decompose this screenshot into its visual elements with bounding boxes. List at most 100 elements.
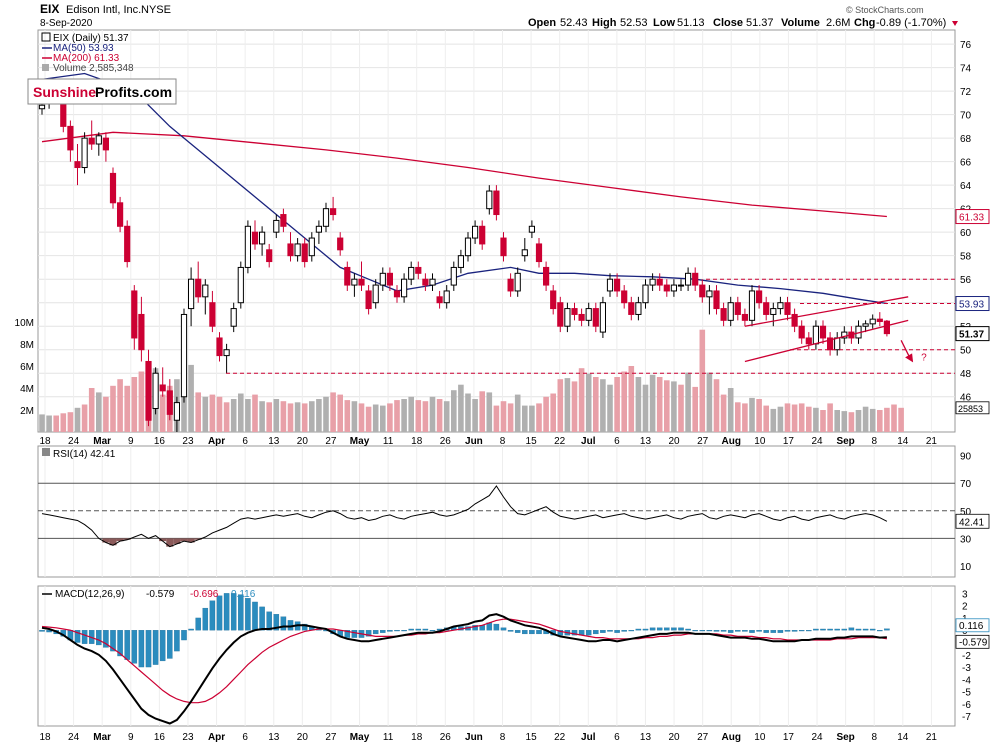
candle-body <box>88 137 95 145</box>
candle-body <box>422 278 429 286</box>
date-label: 8-Sep-2020 <box>40 18 93 29</box>
candle-body <box>649 278 656 286</box>
volume-bar <box>372 404 379 432</box>
price-tick-label: 48 <box>960 369 972 380</box>
legend-ma50: MA(50) 53.93 <box>53 43 114 54</box>
volume-bar <box>742 403 748 432</box>
macd-histogram-bar <box>884 628 890 631</box>
candle-body <box>571 308 578 315</box>
macd-histogram-bar <box>344 630 351 638</box>
rsi-oversold-fill <box>116 538 124 542</box>
volume-bar <box>891 404 897 432</box>
candle-body <box>436 296 443 304</box>
candle-body <box>195 278 202 298</box>
x-tick-label-bottom: 10 <box>754 732 766 743</box>
volume-bar <box>536 403 542 432</box>
x-tick-label: 24 <box>811 436 823 447</box>
volume-bar <box>429 396 436 432</box>
candle-body <box>358 278 365 286</box>
rsi-last-tag: 42.41 <box>959 517 984 528</box>
macd-histogram-bar <box>813 628 819 631</box>
volume-bar <box>188 364 194 432</box>
candle-body <box>117 202 124 227</box>
volume-bar <box>848 412 855 432</box>
x-tick-label-bottom: 14 <box>897 732 909 743</box>
volume-bar <box>841 411 848 432</box>
volume-bar <box>806 406 812 432</box>
volume-bar <box>323 396 329 432</box>
candle-body <box>748 290 756 321</box>
volume-bar <box>465 393 471 432</box>
candle-body <box>585 308 592 321</box>
macd-histogram-bar <box>117 630 123 657</box>
candle-body <box>741 313 748 321</box>
macd-histogram-bar <box>259 606 265 631</box>
low-value: 51.13 <box>677 17 705 29</box>
macd-histogram-bar <box>806 630 812 632</box>
company-label: Edison Intl, Inc. <box>66 4 141 16</box>
volume-bar <box>401 399 407 432</box>
watermark: © StockCharts.com <box>846 5 924 15</box>
candle-body <box>656 278 663 286</box>
x-tick-label: 22 <box>554 436 566 447</box>
macd-tick-label: -5 <box>962 688 971 699</box>
candle-body <box>145 360 152 421</box>
macd-histogram-bar <box>202 607 209 631</box>
price-tick-label: 74 <box>960 64 972 75</box>
volume-bar <box>791 404 798 432</box>
candle-body <box>450 266 457 286</box>
x-tick-label: 18 <box>411 436 423 447</box>
rsi-tick-label: 30 <box>960 534 972 545</box>
volume-bar <box>181 374 187 432</box>
volume-bars <box>39 329 904 432</box>
macd-tick-label: 3 <box>962 589 968 600</box>
macd-histogram-bar <box>493 623 500 631</box>
volume-bar <box>223 402 230 432</box>
volume-bar <box>294 402 301 432</box>
candle-body <box>166 390 173 415</box>
macd-histogram-bar <box>770 630 777 633</box>
chg-label: Chg <box>854 17 875 29</box>
macd-histogram-bar <box>110 630 116 652</box>
candle-body <box>74 161 81 169</box>
price-tag: 61.33 <box>959 213 984 224</box>
candle-body <box>188 278 195 310</box>
x-tick-label-bottom: 8 <box>500 732 506 743</box>
macd-legend-signal: -0.696 <box>190 589 219 600</box>
candle-body <box>734 302 741 315</box>
channel-upper-line <box>744 296 909 327</box>
volume-bar <box>600 379 606 432</box>
x-tick-label: 13 <box>268 436 280 447</box>
ohlc-header: Open 52.43 High 52.53 Low 51.13 Close 51… <box>528 17 958 29</box>
x-tick-label: 24 <box>68 436 80 447</box>
volume-bar <box>337 394 343 432</box>
rsi-line <box>41 485 888 548</box>
candle-body <box>805 337 812 345</box>
volume-bar <box>301 403 308 432</box>
candle-body <box>727 302 734 321</box>
macd-histogram-bar <box>692 630 698 632</box>
candle-body <box>322 208 330 227</box>
volume-bar <box>621 371 627 432</box>
macd-legend: MACD(12,26,9) -0.579 -0.696 0.116 <box>42 589 256 600</box>
volume-bar <box>529 405 535 432</box>
macd-histogram-bar <box>195 617 201 631</box>
candle-body <box>81 137 88 169</box>
candle-body <box>429 278 436 286</box>
volume-bar <box>88 388 95 432</box>
candle-body <box>564 308 571 327</box>
volume-bar <box>380 405 386 432</box>
volume-bar <box>585 373 592 432</box>
x-tick-label-bottom: 8 <box>871 732 877 743</box>
macd-histogram-bar <box>628 630 635 632</box>
macd-histogram-bar <box>529 630 535 635</box>
x-tick-label-bottom: 17 <box>783 732 795 743</box>
volume-bar <box>649 374 656 432</box>
x-tick-label: Apr <box>208 436 225 447</box>
price-tag-box <box>955 209 990 225</box>
candle-body <box>287 243 294 257</box>
macd-histogram-bar <box>649 627 656 631</box>
x-tick-label: 15 <box>526 436 538 447</box>
volume-last-tag: 25853 <box>958 404 983 414</box>
macd-histogram-bar <box>791 630 798 632</box>
